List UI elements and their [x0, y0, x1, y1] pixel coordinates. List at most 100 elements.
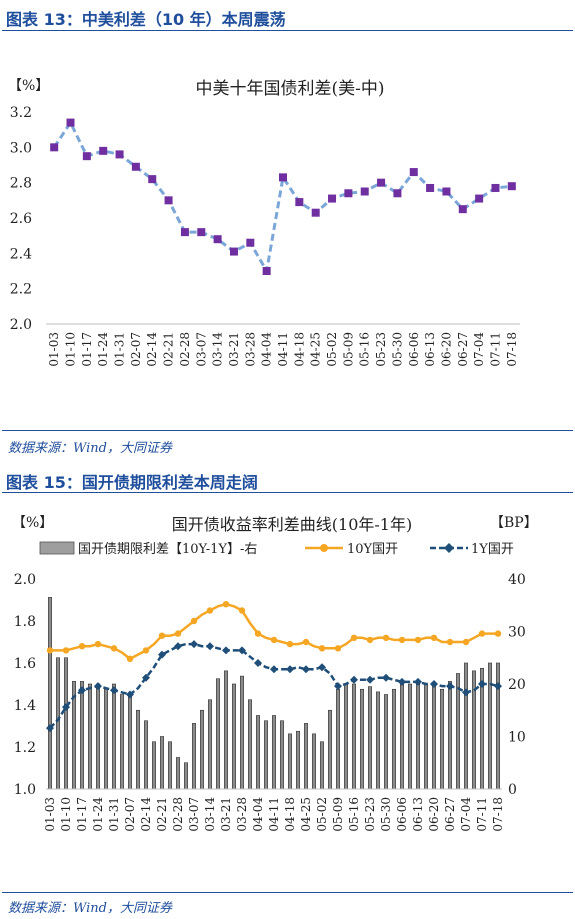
y2-tick-label: 20 — [508, 677, 526, 693]
point-1y — [478, 680, 486, 688]
data-point — [99, 146, 108, 155]
spread-bar — [200, 709, 205, 790]
x-tick-label: 05-16 — [347, 797, 361, 832]
chart-1-source: 数据来源：Wind，大同证券 — [8, 441, 172, 456]
x-tick-label: 03-21 — [227, 332, 241, 367]
data-point — [393, 189, 402, 198]
data-point — [115, 150, 124, 159]
y2-tick-label: 30 — [508, 625, 526, 641]
spread-bar — [407, 683, 412, 790]
point-10y — [350, 634, 358, 641]
x-tick-label: 01-24 — [91, 797, 105, 832]
spread-bar — [168, 741, 173, 790]
data-point — [328, 194, 337, 203]
x-tick-label: 07-04 — [459, 797, 473, 832]
spread-bar — [176, 757, 181, 790]
legend-marker — [444, 543, 454, 553]
x-tick-label: 05-30 — [379, 797, 393, 832]
data-point — [377, 178, 386, 187]
x-tick-label: 06-13 — [423, 332, 437, 367]
x-tick-label: 06-27 — [443, 797, 457, 832]
x-tick-label: 05-23 — [363, 797, 377, 832]
x-tick-label: 04-25 — [299, 797, 313, 832]
y-tick-label: 2.6 — [10, 211, 32, 227]
x-tick-label: 02-21 — [155, 797, 169, 832]
spread-bar — [495, 662, 500, 790]
point-1y — [62, 703, 70, 712]
point-10y — [318, 645, 326, 652]
y-unit-label: 【%】 — [8, 78, 49, 94]
point-10y — [126, 655, 134, 662]
spread-bar — [240, 675, 245, 790]
figure-13-heading: 图表 13：中美利差（10 年）本周震荡 — [6, 10, 286, 29]
spread-bar — [311, 733, 316, 790]
spread-bar — [128, 694, 133, 790]
point-1y — [142, 673, 150, 682]
point-1y — [78, 686, 86, 695]
spread-bar — [399, 683, 404, 790]
spread-bar — [80, 681, 85, 790]
spread-bar — [455, 673, 460, 790]
source-rule — [2, 430, 573, 431]
point-10y — [222, 601, 230, 608]
point-10y — [366, 636, 374, 644]
legend-bar-swatch — [39, 541, 75, 555]
source-rule-2 — [2, 892, 573, 893]
data-point — [475, 194, 484, 203]
spread-bar — [415, 683, 420, 790]
point-1y — [254, 659, 262, 667]
chart-cdb-term-spread: 国开债收益率利差曲线(10年-1年) 【%】 【BP】国开债期限利差【10Y-1Y】… — [12, 515, 538, 832]
y-tick-label: 2.8 — [10, 176, 32, 192]
point-1y — [286, 665, 294, 674]
spread-bar — [208, 699, 213, 790]
data-point — [426, 183, 435, 192]
spread-bar — [160, 736, 165, 790]
x-tick-label: 02-14 — [145, 332, 159, 367]
legend-marker — [320, 544, 328, 552]
point-1y — [110, 686, 118, 695]
point-10y — [270, 636, 278, 644]
x-tick-label: 03-28 — [243, 332, 257, 367]
y-tick-label: 2.0 — [10, 317, 32, 333]
x-tick-label: 03-21 — [219, 797, 233, 832]
data-point — [229, 247, 238, 256]
x-tick-label: 04-11 — [276, 332, 290, 367]
point-10y — [110, 645, 118, 652]
x-tick-label: 04-18 — [292, 332, 306, 367]
x-tick-label: 06-20 — [427, 797, 441, 832]
x-tick-label: 04-11 — [267, 797, 281, 832]
spread-bar — [343, 683, 348, 790]
data-point — [148, 175, 157, 184]
spread-bar — [375, 691, 380, 790]
data-point — [262, 267, 271, 275]
point-1y — [46, 724, 54, 733]
point-10y — [430, 634, 438, 641]
point-1y — [414, 677, 422, 686]
legend-item: 国开债期限利差【10Y-1Y】-右 — [78, 542, 257, 557]
point-1y — [158, 650, 166, 659]
point-1y — [350, 675, 358, 684]
spread-bar — [287, 733, 292, 790]
spread-bar — [152, 741, 157, 790]
point-10y — [382, 634, 390, 641]
spread-bar — [47, 597, 52, 790]
data-point — [507, 182, 516, 191]
x-tick-label: 04-04 — [260, 332, 274, 367]
data-point — [360, 187, 369, 196]
y2-unit-label: 【BP】 — [490, 515, 538, 531]
x-tick-label: 03-07 — [194, 332, 208, 367]
y2-tick-label: 40 — [508, 572, 526, 588]
y2-tick-label: 0 — [508, 782, 517, 798]
y-tick-label: 1.6 — [14, 656, 36, 672]
x-tick-label: 05-16 — [358, 332, 372, 367]
data-point — [164, 196, 173, 205]
spread-bar — [255, 715, 260, 790]
point-1y — [270, 665, 278, 674]
x-tick-label: 05-30 — [390, 332, 404, 367]
point-10y — [238, 607, 246, 614]
spread-bar — [192, 723, 197, 790]
point-1y — [462, 688, 470, 697]
spread-bar — [295, 730, 300, 790]
x-tick-label: 02-28 — [171, 797, 185, 832]
point-10y — [206, 607, 214, 614]
